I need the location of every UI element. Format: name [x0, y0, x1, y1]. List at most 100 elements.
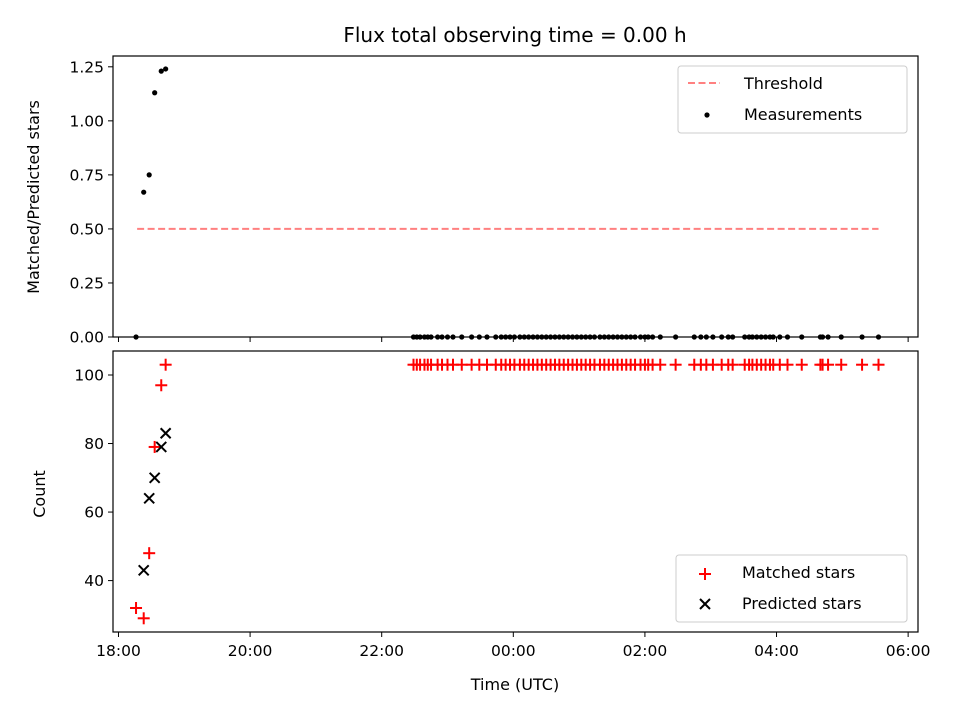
measurement-point	[141, 189, 147, 195]
x-axis-label: Time (UTC)	[470, 675, 559, 694]
legend-threshold-label: Threshold	[743, 74, 823, 93]
predicted-star-marker-b	[159, 427, 172, 439]
measurement-point	[749, 334, 755, 340]
measurement-point	[521, 334, 527, 340]
measurement-point	[819, 334, 826, 340]
matched-star-marker	[155, 379, 168, 392]
measurement-point	[578, 334, 584, 340]
measurement-point	[770, 334, 776, 340]
predicted-star-marker-b	[148, 472, 161, 484]
top-y-axis-label: Matched/Predicted stars	[24, 100, 43, 294]
bottom-y-tick-label: 40	[84, 572, 104, 590]
measurement-point	[539, 334, 545, 340]
measurement-point	[754, 334, 760, 340]
bottom-legend: Matched stars Predicted stars	[675, 554, 908, 623]
chart-title: Flux total observing time = 0.00 h	[343, 23, 686, 47]
x-tick-label: 00:00	[491, 642, 536, 660]
measurement-point	[146, 172, 152, 178]
matched-star-marker	[159, 358, 172, 371]
measurement-point	[556, 334, 562, 340]
bottom-y-ticks: 40 60 80 100	[74, 366, 113, 590]
top-plot-area	[133, 66, 882, 340]
x-tick-label: 04:00	[754, 642, 799, 660]
top-y-tick-label: 0.00	[69, 329, 104, 347]
measurement-point	[435, 334, 441, 340]
matched-star-marker	[835, 358, 848, 371]
x-tick-label: 02:00	[623, 642, 668, 660]
top-axes: 0.00 0.25 0.50 0.75 1.00 1.25 Matched/Predict…	[24, 55, 919, 347]
measurement-point	[133, 334, 139, 340]
matched-star-marker	[669, 358, 682, 371]
measurement-point	[698, 334, 704, 340]
measurement-point	[838, 334, 844, 340]
measurement-point	[691, 334, 697, 340]
bottom-plot-area	[130, 358, 885, 625]
measurement-point	[606, 334, 612, 340]
measurement-point	[484, 334, 490, 340]
measurement-point	[673, 334, 679, 340]
bottom-axes-frame	[112, 350, 919, 633]
matched-star-marker	[856, 358, 869, 371]
measurement-point	[565, 334, 571, 340]
measurement-point	[469, 334, 475, 340]
measurement-point	[623, 334, 629, 340]
measurement-point	[534, 334, 541, 340]
measurement-point	[163, 66, 169, 72]
x-tick-label: 20:00	[228, 642, 273, 660]
measurement-point	[799, 334, 805, 340]
measurement-point	[875, 334, 882, 340]
matched-star-marker	[137, 612, 150, 625]
measurement-point	[614, 334, 621, 340]
measurement-point	[547, 334, 554, 340]
measurement-point	[569, 334, 576, 340]
top-y-tick-label: 1.00	[69, 112, 104, 130]
measurement-point	[710, 334, 716, 340]
predicted-star-marker	[148, 472, 161, 484]
legend-matched-marker	[699, 568, 711, 580]
measurement-point	[498, 334, 504, 340]
legend-predicted-label: Predicted stars	[742, 594, 862, 613]
measurement-point	[552, 334, 558, 340]
legend-measurements-label: Measurements	[744, 105, 862, 124]
measurement-point	[439, 334, 445, 340]
x-tick-label: 22:00	[359, 642, 404, 660]
measurement-point	[619, 334, 625, 340]
matched-star-marker	[795, 358, 808, 371]
matched-star-marker	[148, 440, 161, 453]
measurement-point	[859, 334, 865, 340]
measurement-point	[587, 334, 593, 340]
measurement-point	[657, 334, 663, 340]
measurement-point	[825, 334, 831, 340]
bottom-axes: 40 60 80 100 18:00 20:00 22:00 00:00 02:00 04:00…	[30, 350, 930, 694]
measurement-point	[730, 334, 736, 340]
measurement-point	[417, 334, 423, 340]
measurement-point	[645, 334, 651, 340]
bottom-y-tick-label: 60	[84, 504, 104, 522]
measurement-point	[450, 334, 456, 340]
top-y-tick-label: 0.75	[69, 166, 104, 184]
measurement-point	[158, 68, 164, 74]
measurement-point	[632, 334, 638, 340]
measurement-point	[610, 334, 616, 340]
bottom-legend-box	[675, 554, 908, 623]
predicted-star-marker	[143, 492, 155, 505]
measurement-point	[476, 334, 482, 340]
x-tick-label: 18:00	[96, 642, 141, 660]
matched-star-marker	[654, 358, 667, 371]
measurement-point	[637, 334, 644, 340]
predicted-star-marker	[138, 564, 150, 577]
matched-star-marker	[143, 547, 156, 560]
measurement-point	[152, 90, 158, 96]
measurement-point	[649, 334, 656, 340]
measurement-point	[583, 334, 589, 340]
bottom-x-ticks: 18:00 20:00 22:00 00:00 02:00 04:00 06:00	[96, 632, 930, 660]
bottom-y-tick-label: 100	[74, 366, 104, 384]
matched-star-marker	[130, 602, 143, 615]
top-y-tick-label: 1.25	[69, 58, 104, 76]
matched-star-marker	[872, 358, 885, 371]
measurement-point	[561, 334, 567, 340]
measurement-point	[503, 334, 509, 340]
measurement-point	[526, 334, 532, 340]
legend-measurements-marker	[704, 112, 710, 118]
measurement-point	[597, 334, 603, 340]
